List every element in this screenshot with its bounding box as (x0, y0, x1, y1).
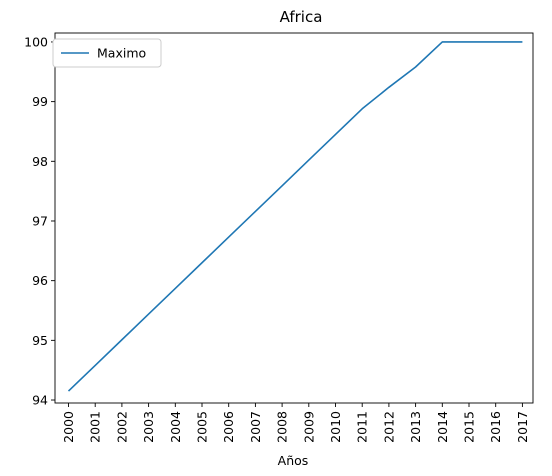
x-tick-label: 2006 (221, 411, 236, 443)
x-tick-label: 2014 (435, 411, 450, 443)
legend-box (52, 38, 162, 68)
plot-area (54, 32, 534, 404)
x-tick-label: 2001 (88, 411, 103, 443)
x-tick-label: 2003 (141, 411, 156, 443)
x-tick-label: 2016 (488, 411, 503, 443)
x-axis: 2000 2001 2002 2003 2004 2005 2006 2007 2008 2009… (61, 403, 530, 443)
x-tick-label: 2010 (328, 411, 343, 443)
x-tick-label: 2008 (275, 411, 290, 443)
y-tick-label: 100 (24, 34, 48, 49)
x-tick-label: 2012 (381, 411, 396, 443)
x-tick-label: 2005 (195, 411, 210, 443)
series-line-maximo (67, 41, 523, 392)
y-tick-label: 94 (32, 393, 48, 408)
x-tick-label: 2015 (462, 411, 477, 443)
y-tick-label: 97 (32, 213, 48, 228)
legend-label: Maximo (97, 46, 146, 61)
x-tick-label: 2017 (515, 411, 530, 443)
y-tick-label: 99 (32, 94, 48, 109)
chart-title: Africa (280, 8, 323, 26)
y-axis: 94 95 96 97 98 99 100 (24, 34, 55, 408)
x-tick-label: 2009 (301, 411, 316, 443)
x-tick-label: 2000 (61, 411, 76, 443)
x-tick-label: 2002 (114, 411, 129, 443)
x-tick-label: 2013 (408, 411, 423, 443)
y-tick-label: 95 (32, 333, 48, 348)
y-tick-label: 98 (32, 154, 48, 169)
x-tick-label: 2011 (355, 411, 370, 443)
x-axis-label: Años (278, 453, 309, 468)
y-tick-label: 96 (32, 273, 48, 288)
series-layer (67, 41, 523, 392)
legend: Maximo (52, 38, 162, 68)
plot-frame (54, 32, 534, 404)
x-tick-label: 2004 (168, 411, 183, 443)
x-tick-label: 2007 (248, 411, 263, 443)
